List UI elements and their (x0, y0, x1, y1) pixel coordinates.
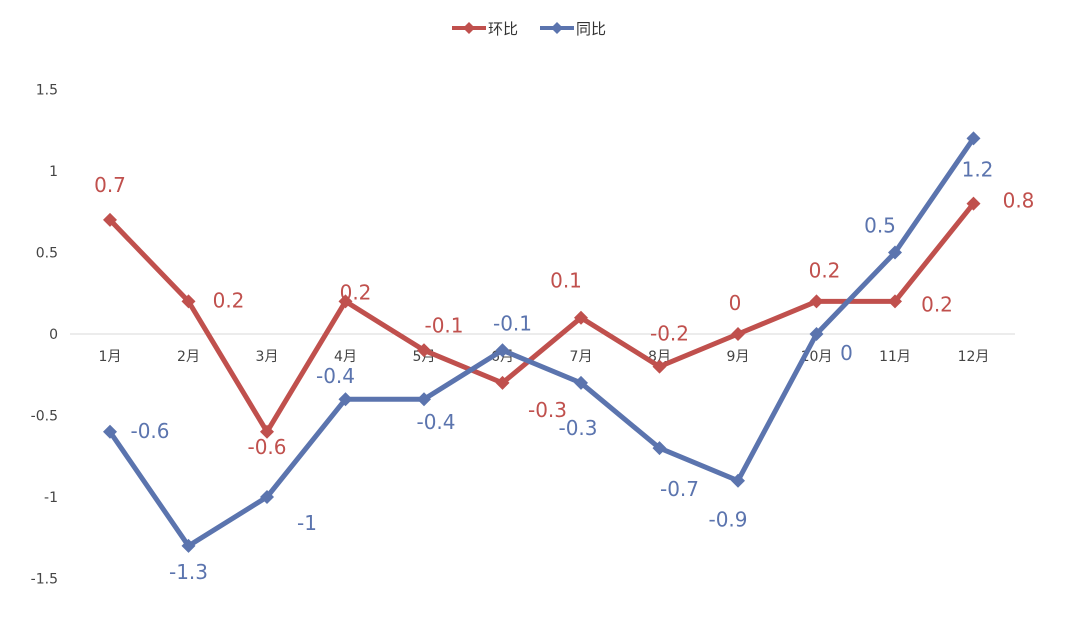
data-point (181, 294, 196, 309)
data-point (652, 441, 667, 456)
data-point (731, 327, 745, 341)
x-tick-label: 7月 (570, 349, 593, 365)
x-axis: 1月2月3月4月5月6月7月8月9月10月11月12月 (99, 349, 990, 365)
data-point (103, 212, 117, 227)
series-line (107, 135, 976, 549)
data-label: -0.9 (708, 508, 747, 532)
data-label: 1.2 (962, 157, 994, 181)
data-label: 0.2 (340, 280, 372, 304)
data-label: 0.1 (550, 269, 582, 293)
data-point (574, 375, 588, 390)
data-label: -0.1 (493, 311, 532, 335)
y-tick-label: -0.5 (31, 409, 58, 425)
data-point (495, 343, 510, 358)
y-tick-label: 1 (49, 164, 58, 180)
data-labels: 0.7 0.2 -0.6 0.2 -0.1 -0.3 0.1 -0.2 0 0.2 0.2 0.8 -0… (94, 157, 1034, 584)
legend-marker (551, 22, 563, 34)
data-label: -1 (297, 511, 317, 535)
data-label: 0.2 (213, 288, 245, 312)
data-point (966, 131, 981, 146)
y-tick-label: 1.5 (36, 83, 58, 99)
series-line (107, 201, 976, 435)
data-point (495, 375, 510, 390)
data-point (417, 343, 431, 358)
data-point (338, 392, 353, 407)
x-tick-label: 1月 (99, 349, 122, 365)
data-label: -0.6 (247, 435, 286, 459)
legend: 环比 同比 (452, 20, 606, 38)
data-point (574, 310, 588, 325)
y-axis: 1.5 1 0.5 0 -0.5 -1 -1.5 (31, 83, 58, 588)
data-label: 0 (840, 341, 853, 365)
data-label: -0.4 (316, 364, 355, 388)
data-label: -0.3 (528, 398, 567, 422)
y-tick-label: -1 (44, 490, 58, 506)
data-label: 0.2 (921, 292, 953, 316)
data-label: 0 (729, 291, 742, 315)
data-label: -0.7 (660, 477, 699, 501)
data-point (338, 294, 353, 309)
data-label: -0.2 (650, 322, 689, 346)
data-point (731, 473, 745, 488)
x-tick-label: 12月 (958, 349, 990, 365)
x-tick-label: 9月 (727, 349, 750, 365)
data-label: 0.5 (864, 214, 896, 238)
x-tick-label: 2月 (177, 349, 200, 365)
x-tick-label: 3月 (256, 349, 279, 365)
data-point (809, 327, 824, 341)
x-tick-label: 4月 (334, 349, 357, 365)
data-label: -0.6 (130, 419, 169, 443)
data-label: -1.3 (169, 560, 208, 584)
data-point (888, 245, 902, 260)
data-label: -0.1 (424, 313, 463, 337)
data-point (260, 424, 274, 439)
series-group (103, 131, 981, 553)
data-point (888, 294, 902, 309)
data-point (966, 196, 981, 211)
data-label: -0.3 (558, 416, 597, 440)
data-label: 0.2 (809, 258, 841, 282)
data-point (809, 294, 824, 309)
y-tick-label: -1.5 (31, 572, 58, 588)
data-point (181, 538, 196, 553)
y-tick-label: 0 (49, 327, 58, 343)
data-label: 0.8 (1003, 189, 1035, 213)
y-tick-label: 0.5 (36, 246, 58, 262)
data-point (652, 359, 667, 374)
data-point (417, 392, 431, 407)
data-label: 0.7 (94, 173, 126, 197)
data-point (260, 490, 274, 504)
legend-label: 同比 (576, 20, 606, 38)
legend-marker (463, 22, 475, 34)
x-tick-label: 11月 (879, 349, 911, 365)
data-label: -0.4 (416, 410, 455, 434)
data-point (103, 424, 117, 439)
legend-label: 环比 (488, 20, 518, 38)
